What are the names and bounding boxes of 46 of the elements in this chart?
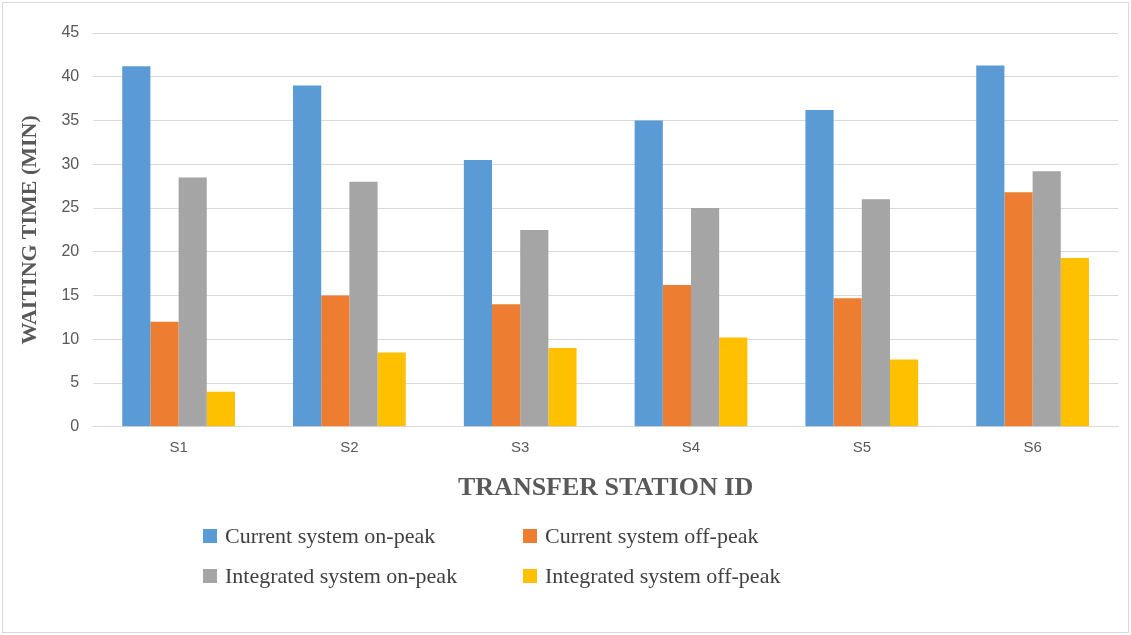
bar (889, 359, 919, 427)
y-tick-label: 15 (61, 285, 80, 303)
bar (1004, 192, 1033, 427)
bar (662, 285, 691, 427)
bar (634, 120, 663, 427)
x-tick-label: S5 (852, 437, 871, 455)
bar (1032, 171, 1061, 427)
x-tick-label: S3 (511, 437, 530, 455)
x-tick-label: S1 (169, 437, 188, 455)
bar (548, 348, 577, 427)
y-tick-label: 30 (61, 154, 80, 172)
bar (520, 229, 549, 427)
bar (178, 177, 207, 427)
bar (463, 159, 493, 427)
bar (805, 110, 834, 427)
bar (122, 66, 151, 427)
x-tick-label: S4 (681, 437, 701, 455)
y-tick-label: 20 (61, 242, 80, 260)
y-tick-label: 10 (61, 329, 80, 347)
bar (293, 85, 322, 427)
legend-label: Current system off-peak (545, 523, 759, 549)
legend-label: Integrated system on-peak (225, 563, 458, 589)
y-tick-label: 35 (61, 110, 80, 128)
y-tick-label: 0 (70, 417, 80, 435)
bar (206, 391, 235, 427)
bar (150, 321, 179, 427)
bar (861, 199, 890, 427)
x-tick-label: S6 (1023, 437, 1042, 455)
bar (976, 65, 1005, 427)
bar (1060, 257, 1089, 427)
y-tick-label: 5 (70, 373, 80, 391)
y-tick-label: 40 (61, 67, 80, 85)
bar (492, 304, 521, 427)
legend-label: Integrated system off-peak (545, 563, 781, 589)
y-tick-label: 45 (61, 23, 80, 41)
legend-label: Current system on-peak (225, 523, 436, 549)
x-tick-label: S2 (340, 437, 359, 455)
bar (377, 352, 406, 427)
y-tick-label: 25 (61, 198, 80, 216)
bar (349, 181, 378, 427)
bar (719, 337, 748, 427)
bar (833, 298, 862, 427)
bar (691, 208, 720, 427)
y-axis-title: WAITING TIME (MIN) (15, 115, 41, 345)
bar (321, 295, 350, 427)
x-axis-title: TRANSFER STATION ID (457, 472, 754, 502)
